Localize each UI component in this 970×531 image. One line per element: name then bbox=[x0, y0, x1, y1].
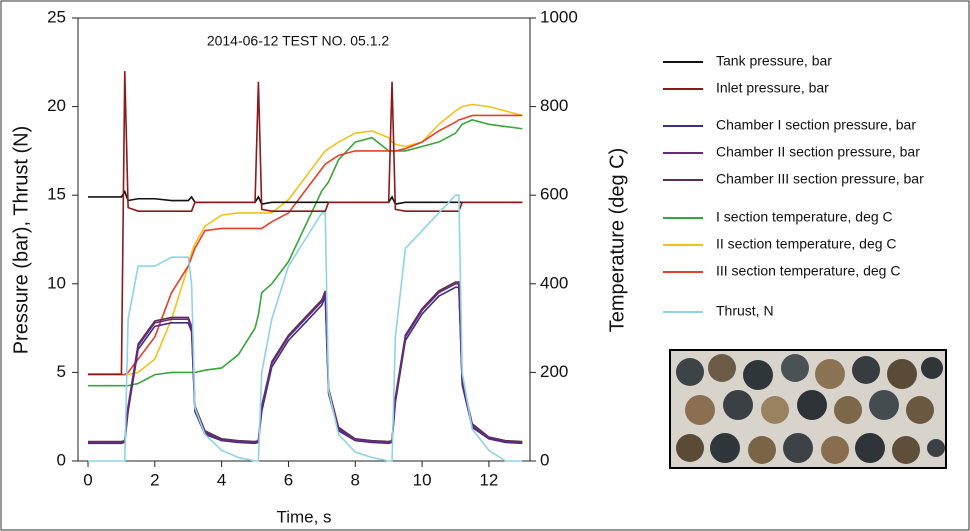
pellet bbox=[783, 433, 813, 463]
y2-tick-label: 400 bbox=[540, 273, 568, 292]
y2-tick-label: 200 bbox=[540, 362, 568, 381]
y2-tick-label: 800 bbox=[540, 96, 568, 115]
pellet bbox=[723, 390, 753, 420]
pellet bbox=[852, 356, 880, 384]
legend-label: II section temperature, deg C bbox=[716, 236, 897, 252]
y-tick-label: 15 bbox=[47, 185, 66, 204]
legend-label: Chamber III section pressure, bar bbox=[716, 171, 924, 187]
pellet bbox=[710, 433, 740, 463]
pellet bbox=[685, 395, 715, 425]
pellet bbox=[821, 436, 849, 464]
y-tick-label: 25 bbox=[47, 7, 66, 26]
y-tick-label: 0 bbox=[57, 450, 66, 469]
legend-label: Tank pressure, bar bbox=[716, 53, 832, 69]
y-axis-label: Pressure (bar), Thrust (N) bbox=[10, 126, 32, 355]
series-line bbox=[88, 286, 523, 445]
series-line bbox=[88, 189, 523, 205]
y-tick-label: 20 bbox=[47, 96, 66, 115]
legend-label: Chamber II section pressure, bar bbox=[716, 144, 920, 160]
pellet bbox=[676, 358, 704, 386]
pellet bbox=[761, 396, 789, 424]
x-tick-label: 2 bbox=[150, 470, 159, 489]
y2-tick-label: 0 bbox=[540, 450, 549, 469]
legend-label: III section temperature, deg C bbox=[716, 263, 900, 279]
pellet bbox=[781, 354, 809, 382]
plot-frame bbox=[77, 17, 531, 462]
pellet bbox=[797, 390, 827, 420]
pellet bbox=[887, 359, 917, 389]
y2-tick-label: 600 bbox=[540, 185, 568, 204]
pellet bbox=[743, 360, 773, 390]
pellet bbox=[815, 359, 845, 389]
series-line bbox=[88, 194, 523, 462]
x-axis-label: Time, s bbox=[276, 507, 331, 526]
pellet bbox=[927, 439, 945, 457]
pellet bbox=[921, 357, 943, 379]
series-line bbox=[88, 71, 523, 375]
x-tick-label: 12 bbox=[479, 470, 498, 489]
legend-label: Inlet pressure, bar bbox=[716, 80, 829, 96]
pellet bbox=[855, 433, 885, 463]
pellet bbox=[892, 436, 920, 464]
legend-label: Thrust, N bbox=[716, 303, 774, 319]
x-tick-label: 10 bbox=[413, 470, 432, 489]
pellet bbox=[869, 390, 899, 420]
y2-tick-label: 1000 bbox=[540, 7, 578, 26]
legend-label: I section temperature, deg C bbox=[716, 209, 893, 225]
series-line bbox=[88, 281, 523, 443]
chart-title: 2014-06-12 TEST NO. 05.1.2 bbox=[207, 33, 390, 49]
pellet bbox=[676, 434, 704, 462]
pellet bbox=[834, 396, 862, 424]
series-line bbox=[88, 119, 523, 387]
legend-label: Chamber I section pressure, bar bbox=[716, 117, 916, 133]
series-line bbox=[88, 103, 523, 376]
series-line bbox=[88, 283, 523, 444]
pellet bbox=[708, 354, 736, 382]
y-tick-label: 5 bbox=[57, 362, 66, 381]
x-tick-label: 0 bbox=[83, 470, 92, 489]
y2-axis-label: Temperature (deg C) bbox=[606, 148, 628, 333]
photo bbox=[669, 349, 947, 469]
pellet bbox=[748, 436, 776, 464]
y-tick-label: 10 bbox=[47, 273, 66, 292]
x-tick-label: 8 bbox=[351, 470, 360, 489]
x-tick-label: 4 bbox=[217, 470, 226, 489]
x-tick-label: 6 bbox=[284, 470, 293, 489]
pellet bbox=[906, 396, 934, 424]
